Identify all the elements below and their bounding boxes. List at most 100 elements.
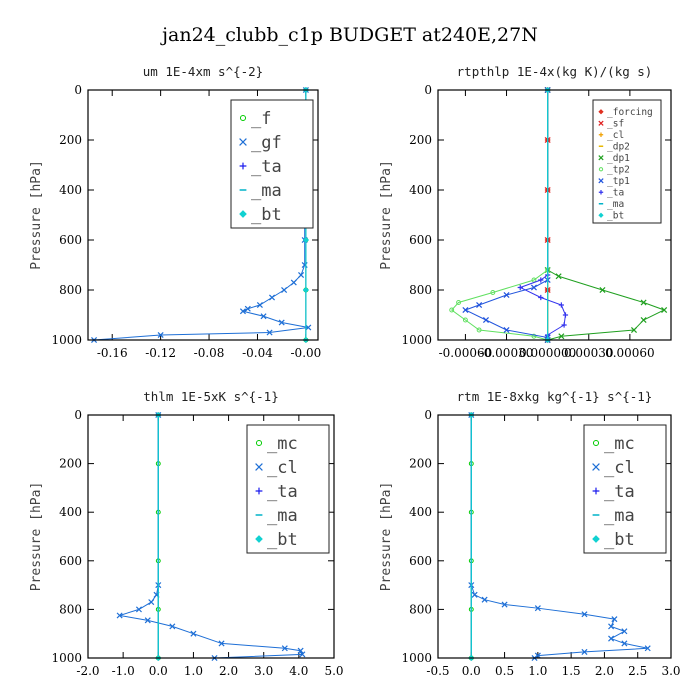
data-point — [278, 319, 285, 326]
data-point — [290, 279, 297, 286]
legend-marker — [239, 162, 247, 170]
x-tick-label: 4.0 — [289, 664, 308, 678]
legend-label: _ma — [267, 506, 298, 526]
x-tick-label: -1.0 — [112, 664, 135, 678]
x-tick-label: -0.00 — [291, 346, 322, 360]
legend-marker — [598, 109, 604, 115]
legend-marker — [239, 210, 247, 218]
legend-label: _ma — [604, 506, 635, 526]
legend-label: _dp1 — [607, 153, 630, 164]
data-point — [538, 294, 544, 301]
y-tick-label: 400 — [59, 183, 82, 197]
panel-title: rtm 1E-8xkg kg^{-1} s^{-1} — [457, 389, 653, 404]
x-tick-label: 2.5 — [628, 664, 647, 678]
data-point — [538, 277, 544, 283]
y-tick-label: 400 — [59, 505, 82, 519]
legend-label: _f — [251, 109, 271, 129]
data-point — [116, 612, 123, 619]
data-point — [190, 630, 197, 637]
legend: _f _gf _ta _ma _bt — [230, 99, 314, 229]
data-point — [558, 302, 564, 308]
data-point — [244, 305, 251, 312]
data-point — [476, 301, 483, 309]
x-tick-label: 0.0 — [149, 664, 168, 678]
data-point — [531, 277, 537, 283]
legend-label: _cl — [607, 130, 624, 141]
x-tick-label: -0.00060 — [439, 346, 493, 360]
legend-label: _ta — [251, 157, 282, 177]
data-point — [517, 284, 523, 291]
panel-3: thlm 1E-5xK s^{-1} Pressure [hPa] 0 200 400 6… — [29, 389, 344, 678]
x-tick-label: 2.0 — [219, 664, 238, 678]
legend-marker — [239, 114, 247, 122]
legend-label: _mc — [267, 434, 298, 454]
legend: _forcing_sf_cl_dp2_dp1_tp2_tp1_ta_ma_bt — [592, 99, 662, 224]
data-point — [301, 261, 308, 269]
data-point — [534, 605, 541, 612]
x-tick-label: -0.00030 — [480, 346, 534, 360]
x-tick-label: 3.0 — [661, 664, 680, 678]
y-tick-label: 400 — [409, 505, 432, 519]
data-point — [581, 611, 588, 618]
data-point — [302, 236, 309, 244]
legend-marker — [255, 463, 263, 471]
x-tick-label: 5.0 — [324, 664, 343, 678]
x-tick-label: 0.00060 — [605, 346, 655, 360]
legend-box — [246, 424, 330, 554]
series-lines — [449, 86, 668, 344]
legend-marker — [598, 120, 604, 126]
y-tick-label: 200 — [59, 457, 82, 471]
data-point — [256, 301, 263, 309]
panel-1: um 1E-4xm s^{-2} Pressure [hPa] 0 200 400 600… — [29, 64, 321, 360]
y-tick-label: 1000 — [51, 651, 82, 665]
legend-label: _ma — [251, 181, 282, 201]
data-point — [534, 652, 541, 659]
legend-label: _ta — [607, 188, 624, 199]
data-point — [148, 599, 155, 606]
legend-marker — [598, 212, 604, 218]
series-lines — [468, 411, 651, 662]
series-line-dp1 — [547, 90, 666, 341]
legend: _mc _cl _ta _ma _bt — [246, 424, 330, 554]
data-point — [490, 290, 496, 295]
data-point — [501, 601, 508, 608]
figure-title: jan24_clubb_c1p BUDGET at240E,27N — [160, 24, 538, 46]
data-point — [644, 645, 651, 652]
x-tick-label: -2.0 — [76, 664, 99, 678]
y-axis-label: Pressure [hPa] — [29, 482, 44, 592]
data-point — [462, 317, 468, 323]
legend-label: _dp2 — [607, 142, 630, 153]
series-line-cl — [470, 415, 648, 659]
data-point — [260, 313, 267, 320]
data-point — [281, 645, 288, 652]
data-point — [298, 271, 305, 279]
y-tick-label: 1000 — [51, 333, 82, 347]
panel-title: um 1E-4xm s^{-2} — [143, 64, 263, 79]
panel-4: rtm 1E-8xkg kg^{-1} s^{-1} Pressure [hPa]… — [379, 389, 681, 678]
legend-label: _ta — [267, 482, 298, 502]
x-tick-label: -0.5 — [426, 664, 449, 678]
data-point — [621, 640, 628, 647]
data-point — [640, 316, 647, 324]
x-tick-label: -0.08 — [194, 346, 225, 360]
data-point — [561, 322, 567, 328]
legend-marker — [239, 138, 247, 146]
legend-label: _bt — [604, 530, 635, 550]
x-tick-label: 0.5 — [495, 664, 514, 678]
legend-label: _ma — [607, 199, 624, 210]
legend-box — [592, 99, 662, 224]
legend-marker — [255, 535, 263, 543]
data-point — [456, 300, 462, 305]
legend-label: _cl — [604, 458, 635, 478]
data-point — [218, 640, 225, 647]
plot-frame — [87, 414, 335, 659]
legend: _mc _cl _ta _ma _bt — [583, 424, 667, 554]
data-point — [297, 647, 304, 654]
y-axis-label: Pressure [hPa] — [379, 482, 394, 592]
legend-label: _sf — [607, 119, 624, 130]
plot-frame — [437, 89, 672, 341]
data-point — [481, 596, 488, 603]
data-point — [281, 286, 288, 294]
data-point — [530, 284, 537, 291]
x-tick-label: 0.0 — [462, 664, 481, 678]
